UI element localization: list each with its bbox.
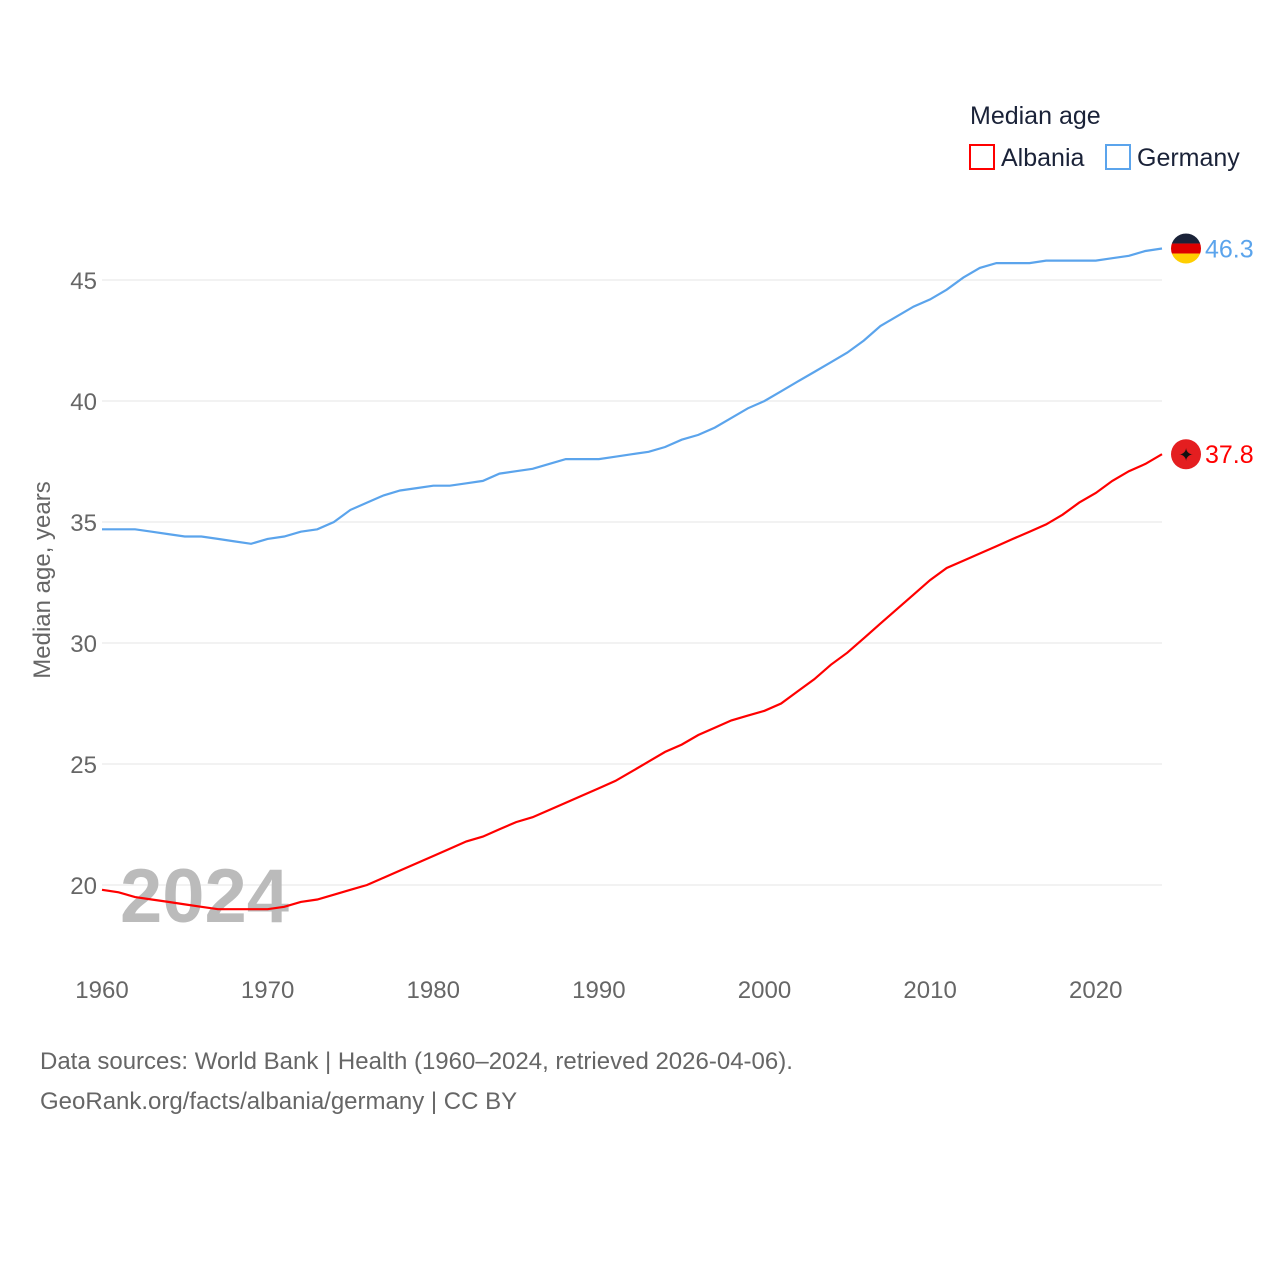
line-albania: [101, 453, 1163, 911]
legend-label-germany[interactable]: Germany: [1137, 144, 1240, 172]
x-tick-label: 2000: [738, 977, 791, 1004]
legend-label-albania[interactable]: Albania: [1001, 144, 1084, 172]
x-tick-label: 2020: [1069, 977, 1122, 1004]
svg-text:✦: ✦: [1178, 445, 1193, 465]
y-tick-label: 25: [70, 752, 97, 779]
y-axis-label: Median age, years: [29, 481, 56, 678]
y-axis-ticks: 20 25 30 35 40 45: [70, 268, 97, 900]
x-tick-label: 2010: [903, 977, 956, 1004]
albania-flag-icon: ✦: [1171, 439, 1201, 470]
x-tick-label: 1990: [572, 977, 625, 1004]
y-tick-label: 45: [70, 268, 97, 295]
y-tick-label: 20: [70, 873, 97, 900]
legend-title: Median age: [970, 102, 1101, 130]
y-tick-label: 35: [70, 510, 97, 537]
y-tick-label: 40: [70, 389, 97, 416]
legend: Median age Albania Germany: [969, 102, 1240, 172]
line-germany: [102, 247, 1163, 545]
year-watermark: 2024: [120, 854, 289, 939]
footer-link[interactable]: GeoRank.org/facts/albania/germany | CC B…: [40, 1088, 517, 1115]
germany-end-value: 46.3: [1205, 236, 1254, 264]
x-tick-label: 1960: [75, 977, 128, 1004]
legend-swatch-germany: [1105, 144, 1131, 170]
legend-swatch-albania: [969, 144, 995, 170]
series-lines: [101, 247, 1163, 911]
gridlines: [102, 279, 1162, 886]
x-axis-ticks: 1960 1970 1980 1990 2000 2010 2020: [75, 977, 1122, 1004]
x-tick-label: 1970: [241, 977, 294, 1004]
footer-sources: Data sources: World Bank | Health (1960–…: [40, 1048, 793, 1075]
series-end-markers: ✦ 37.8 46.3: [1171, 233, 1254, 470]
germany-flag-icon: [1171, 233, 1201, 264]
albania-end-value: 37.8: [1205, 441, 1254, 469]
x-tick-label: 1980: [407, 977, 460, 1004]
y-tick-label: 30: [70, 631, 97, 658]
